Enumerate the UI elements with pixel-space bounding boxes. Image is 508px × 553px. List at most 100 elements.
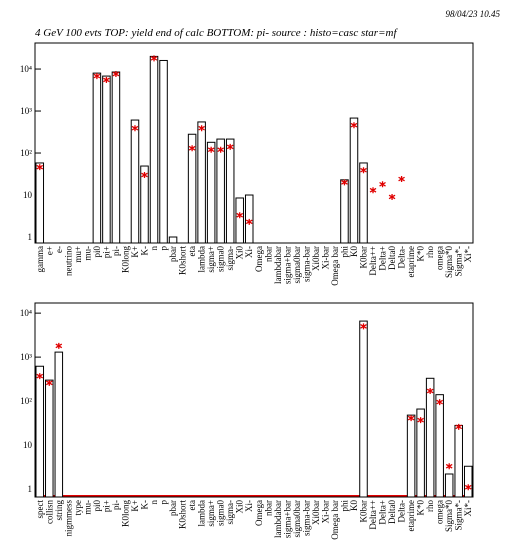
- x-tick-label: sigma-: [225, 246, 235, 271]
- star-marker: [207, 146, 215, 153]
- star-marker: [131, 125, 139, 132]
- bar: [130, 119, 140, 244]
- x-tick-label: neutrino: [63, 246, 73, 276]
- x-tick-label: Omega bar: [330, 246, 340, 286]
- x-tick-label: sigma-bar: [301, 500, 311, 536]
- x-tick-label: Xi0: [235, 246, 245, 260]
- x-tick-label: phi: [339, 246, 349, 258]
- bar: [159, 59, 168, 244]
- x-tick-label: K+: [130, 500, 140, 512]
- x-tick-label: lambdabar: [273, 246, 283, 284]
- bar: [140, 165, 149, 244]
- x-tick-label: Omega bar: [330, 500, 340, 540]
- x-tick-label: Delta++: [368, 246, 378, 276]
- star-marker: [417, 417, 424, 424]
- bar: [111, 71, 121, 244]
- x-tick-label: K0bar: [359, 246, 369, 269]
- bar: [435, 394, 444, 498]
- x-tick-label: Delta++: [368, 500, 378, 530]
- x-tick-label: K*0: [416, 500, 426, 516]
- x-tick-label: K0short: [178, 246, 188, 275]
- bar: [359, 320, 368, 498]
- x-tick-label: Xi-: [244, 246, 254, 258]
- bar: [54, 351, 64, 498]
- bar: [102, 75, 111, 244]
- star-marker: [36, 164, 44, 171]
- bar: [406, 414, 416, 498]
- x-tick-label: sigma0: [216, 500, 226, 526]
- star-marker: [217, 146, 225, 153]
- x-tick-label: K-: [140, 500, 150, 510]
- x-tick-label: Xi-: [244, 500, 254, 512]
- x-tick-label: pbar: [168, 500, 178, 516]
- x-tick-label: sigma0: [216, 246, 226, 272]
- x-tick-label: K+: [130, 246, 140, 258]
- x-tick-label: pbar: [168, 246, 178, 262]
- star-marker: [198, 125, 205, 132]
- bar: [349, 117, 359, 244]
- x-tick-label: lambda: [197, 500, 207, 527]
- y-tick-label: 10: [23, 440, 33, 450]
- x-tick-label: K0: [349, 246, 359, 257]
- x-tick-label: etaprime: [406, 246, 416, 277]
- star-marker: [188, 145, 196, 152]
- x-tick-label: K0bar: [359, 500, 369, 523]
- bar: [463, 465, 473, 498]
- x-tick-label: collisn: [44, 500, 54, 524]
- star-marker: [55, 342, 63, 349]
- x-tick-label: Xi-bar: [320, 246, 330, 270]
- x-tick-label: Sigma*-: [454, 500, 464, 531]
- x-tick-label: nbar: [263, 246, 273, 262]
- x-tick-label: K-: [140, 246, 150, 256]
- star-marker: [150, 55, 158, 62]
- bar: [425, 377, 435, 498]
- star-marker: [369, 187, 377, 194]
- x-tick-label: nigmmess: [63, 500, 73, 537]
- bar: [216, 138, 225, 244]
- star-marker: [464, 484, 472, 491]
- x-tick-label: Xi*-: [463, 500, 473, 517]
- x-tick-label: lambdabar: [273, 500, 283, 538]
- x-tick-label: Delta-: [397, 500, 407, 523]
- y-tick-label: 10⁴: [20, 64, 32, 74]
- x-tick-label: phi: [339, 500, 349, 512]
- bar: [187, 133, 197, 244]
- star-marker: [426, 387, 434, 394]
- x-tick-label: K0: [349, 500, 359, 511]
- bar: [454, 424, 463, 498]
- plot-frame: [34, 302, 474, 498]
- x-tick-label: Delta0: [387, 500, 397, 524]
- x-tick-label: mu-: [82, 246, 92, 261]
- x-tick-label: nbar: [263, 500, 273, 516]
- x-tick-label: spect: [35, 500, 45, 519]
- bar: [35, 365, 45, 498]
- x-tick-label: mu-: [82, 500, 92, 515]
- x-tick-label: p: [159, 500, 169, 505]
- bar: [359, 162, 368, 244]
- bar: [35, 162, 45, 244]
- x-tick-label: Xi0bar: [311, 500, 321, 525]
- star-marker: [350, 122, 358, 129]
- x-tick-label: pi+: [101, 246, 111, 258]
- x-tick-label: pi-: [111, 500, 121, 510]
- x-tick-label: Omega: [254, 500, 264, 526]
- star-marker: [360, 323, 367, 330]
- y-tick-label: 10²: [20, 148, 32, 158]
- star-marker: [236, 212, 244, 219]
- x-tick-label: gamma: [35, 246, 45, 273]
- star-marker: [341, 179, 348, 186]
- x-tick-label: Omega: [254, 246, 264, 272]
- x-tick-label: Sigma*0: [444, 246, 454, 279]
- x-tick-label: lambda: [197, 246, 207, 273]
- bar: [235, 197, 244, 244]
- x-tick-label: pi0: [92, 246, 102, 258]
- bar: [225, 138, 235, 244]
- star-marker: [45, 379, 53, 386]
- x-tick-label: string: [54, 500, 64, 521]
- x-tick-label: K0long: [120, 246, 130, 274]
- bar: [92, 72, 102, 244]
- star-marker: [398, 176, 405, 183]
- x-tick-label: eta: [187, 246, 197, 257]
- bar: [340, 179, 349, 244]
- x-tick-label: sigma-: [225, 500, 235, 525]
